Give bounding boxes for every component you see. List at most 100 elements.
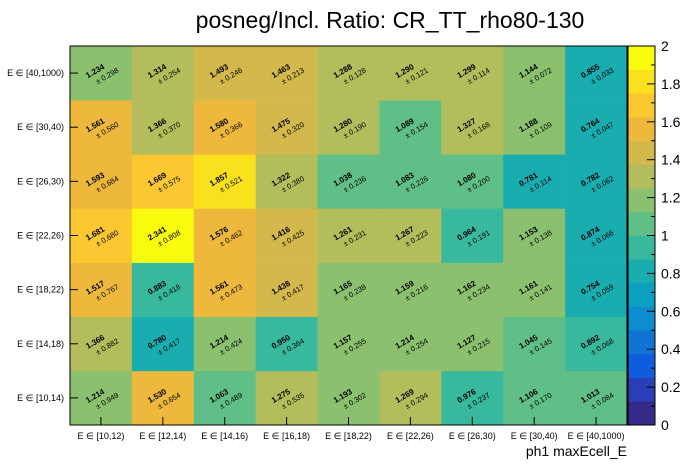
heatmap-cell <box>565 262 628 318</box>
colorbar-swatch <box>628 93 655 118</box>
x-tick-label: E ∈ [18,22) <box>325 431 372 441</box>
colorbar-swatch <box>628 211 655 236</box>
heatmap-cell <box>193 100 256 155</box>
heatmap-cell <box>565 154 628 209</box>
x-tick-label: E ∈ [10,12) <box>78 431 125 441</box>
heatmap-cell <box>379 316 442 372</box>
heatmap-cell <box>193 46 256 101</box>
colorbar: 0 0.2 0.4 0.6 0.8 1 1.2 1.4 1.6 1.8 2 <box>627 38 681 433</box>
heatmap-cell <box>441 208 504 263</box>
heatmap-cell <box>379 46 442 101</box>
heatmap-cells: 1.214± 0.949 1.530± 0.654 1.063± 0.489 1.27… <box>70 46 628 426</box>
y-tick-label: E ∈ [14,18) <box>17 339 64 349</box>
heatmap-cell <box>70 208 133 263</box>
heatmap-cell <box>255 46 318 101</box>
heatmap-cell <box>565 100 628 155</box>
heatmap-cell <box>255 262 318 318</box>
colorbar-swatch <box>628 69 655 94</box>
colorbar-tick-label: 0 <box>661 417 669 433</box>
colorbar-tick-label: 1.6 <box>661 114 681 130</box>
heatmap-cell <box>379 208 442 263</box>
heatmap-cell <box>70 46 133 101</box>
heatmap-cell <box>503 262 566 318</box>
heatmap-cell <box>317 370 380 426</box>
heatmap-cell <box>317 262 380 318</box>
heatmap-cell <box>193 262 256 318</box>
colorbar-swatch <box>628 46 655 70</box>
heatmap-cell <box>131 100 195 155</box>
heatmap-cell <box>503 316 566 372</box>
heatmap-cell <box>131 46 195 101</box>
y-tick-label: E ∈ [10,14) <box>17 393 64 403</box>
heatmap-cell <box>503 370 566 426</box>
heatmap-cell <box>503 208 566 263</box>
colorbar-swatch <box>628 353 655 378</box>
colorbar-swatch <box>628 164 655 189</box>
colorbar-tick-label: 1.8 <box>661 76 681 92</box>
y-tick-label: E ∈ [26,30) <box>17 176 64 186</box>
heatmap-cell <box>565 316 628 372</box>
heatmap-cell <box>70 370 133 426</box>
heatmap-cell <box>503 46 566 101</box>
colorbar-swatch <box>628 306 655 331</box>
colorbar-swatch <box>628 235 655 260</box>
colorbar-tick-label: 0.2 <box>661 379 681 395</box>
colorbar-tick-label: 0.8 <box>661 265 681 281</box>
x-tick-label: E ∈ [22,26) <box>387 431 434 441</box>
heatmap-cell <box>379 262 442 318</box>
heatmap-cell <box>193 370 256 426</box>
colorbar-tick-label: 0.4 <box>661 341 681 357</box>
heatmap-cell <box>255 316 318 372</box>
heatmap-cell <box>441 100 504 155</box>
heatmap-cell <box>317 100 380 155</box>
heatmap-cell <box>503 154 566 209</box>
heatmap-cell <box>317 208 380 263</box>
heatmap-cell <box>441 262 504 318</box>
heatmap-cell <box>565 46 628 101</box>
colorbar-swatch <box>628 188 655 213</box>
heatmap-cell <box>131 154 195 209</box>
x-tick-label: E ∈ [40,1000) <box>568 431 625 441</box>
y-tick-label: E ∈ [40,1000) <box>7 68 64 78</box>
heatmap-cell <box>193 316 256 372</box>
colorbar-swatch <box>628 330 655 355</box>
colorbar-tick-label: 1.4 <box>661 152 681 168</box>
heatmap-cell <box>379 154 442 209</box>
heatmap-cell <box>70 154 133 209</box>
x-tick-label: E ∈ [14,16) <box>201 431 248 441</box>
colorbar-swatch <box>628 140 655 165</box>
colorbar-swatch <box>628 259 655 284</box>
colorbar-swatch <box>628 401 655 426</box>
chart-title: posneg/Incl. Ratio: CR_TT_rho80-130 <box>196 7 585 33</box>
colorbar-tick-label: 0.6 <box>661 303 681 319</box>
colorbar-tick-label: 1.2 <box>661 190 681 206</box>
heatmap-cell <box>441 154 504 209</box>
y-axis: E ∈ [10,14) E ∈ [14,18) E ∈ [18,22) E ∈ [22… <box>7 68 78 403</box>
x-tick-label: E ∈ [12,14) <box>139 431 186 441</box>
x-tick-label: E ∈ [30,40) <box>511 431 558 441</box>
heatmap-cell <box>131 208 195 263</box>
heatmap-cell <box>131 316 195 372</box>
heatmap-cell <box>70 262 133 318</box>
x-tick-label: E ∈ [26,30) <box>449 431 496 441</box>
heatmap-cell <box>441 46 504 101</box>
heatmap-cell <box>565 370 628 426</box>
heatmap-cell <box>255 154 318 209</box>
heatmap-cell <box>441 316 504 372</box>
heatmap-cell <box>131 262 195 318</box>
heatmap-cell <box>255 208 318 263</box>
heatmap-cell <box>131 370 195 426</box>
x-axis-label: ph1 maxEcell_E <box>526 443 627 459</box>
colorbar-swatch <box>628 377 655 402</box>
heatmap-cell <box>255 100 318 155</box>
x-tick-label: E ∈ [16,18) <box>263 431 310 441</box>
heatmap-cell <box>193 208 256 263</box>
heatmap-cell <box>317 46 380 101</box>
heatmap-cell <box>379 100 442 155</box>
heatmap-cell <box>441 370 504 426</box>
heatmap-cell <box>70 316 133 372</box>
heatmap-cell <box>503 100 566 155</box>
colorbar-swatch <box>628 117 655 142</box>
colorbar-tick-label: 2 <box>661 38 669 54</box>
